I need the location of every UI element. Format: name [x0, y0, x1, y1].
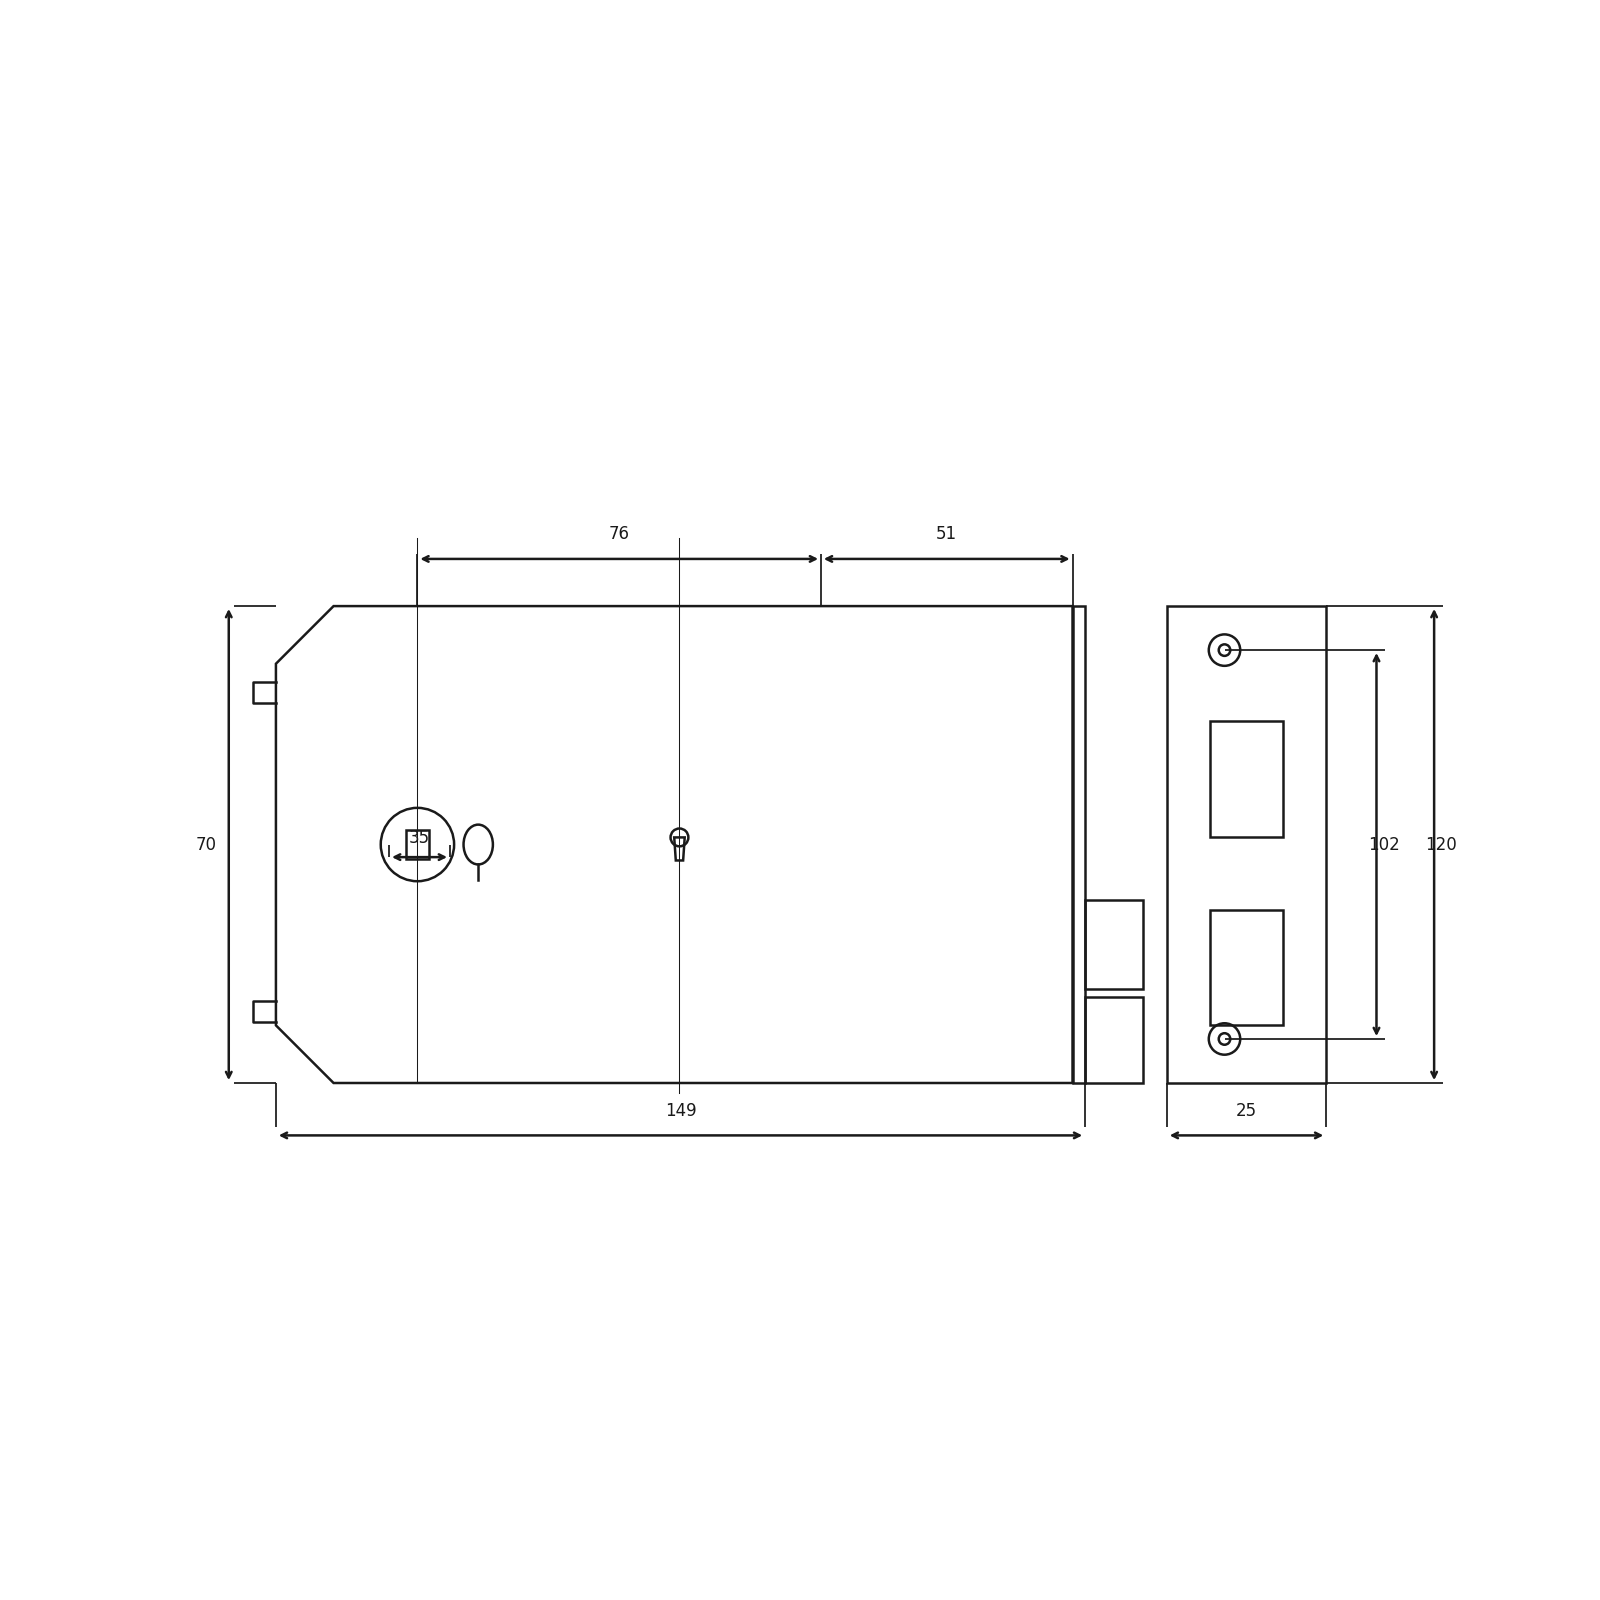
Text: 76: 76 — [608, 525, 630, 544]
Text: 120: 120 — [1426, 835, 1458, 853]
Text: 25: 25 — [1235, 1102, 1258, 1120]
Text: 35: 35 — [410, 829, 430, 846]
Text: 70: 70 — [195, 835, 216, 853]
Bar — [406, 830, 429, 859]
Text: 102: 102 — [1368, 835, 1400, 853]
Text: 149: 149 — [664, 1102, 696, 1120]
Text: 51: 51 — [936, 525, 957, 544]
